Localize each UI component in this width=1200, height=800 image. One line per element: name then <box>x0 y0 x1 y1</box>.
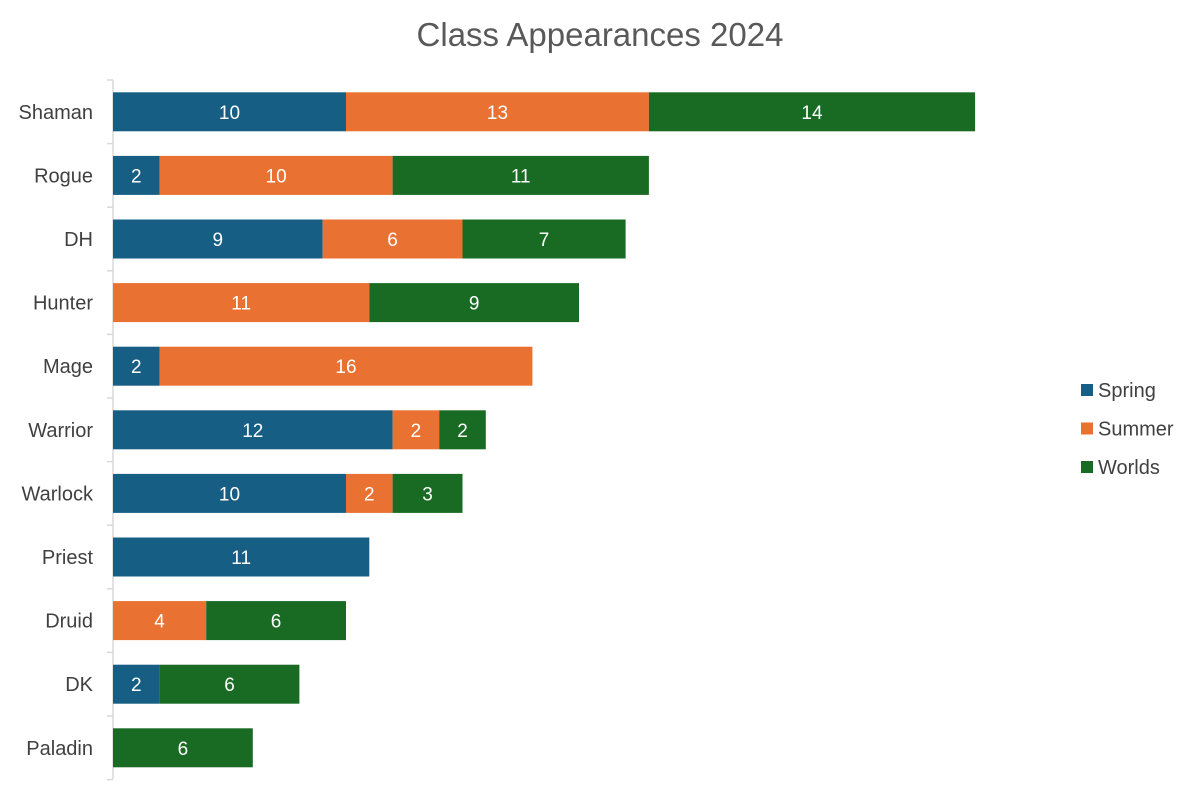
data-label-dk-spring: 2 <box>131 675 142 696</box>
bar-druid-worlds <box>206 601 346 641</box>
data-label-warlock-summer: 2 <box>364 484 375 505</box>
chart-title: Class Appearances 2024 <box>417 16 784 53</box>
category-label-paladin: Paladin <box>26 738 93 760</box>
bars-layer: 10 13 14 2 10 11 9 6 7 11 9 2 16 12 2 2 10 2 3 11 4 6 2 6 6 <box>113 92 976 768</box>
bar-paladin-worlds <box>113 728 253 768</box>
legend-swatch-summer <box>1081 422 1093 435</box>
bar-shaman-worlds <box>648 92 976 132</box>
category-label-dh: DH <box>64 229 93 251</box>
data-label-druid-summer: 4 <box>154 612 165 633</box>
category-label-mage: Mage <box>43 356 93 378</box>
data-label-shaman-summer: 13 <box>487 103 508 124</box>
bar-rogue-spring <box>113 155 160 195</box>
data-label-rogue-summer: 10 <box>266 166 287 187</box>
category-label-hunter: Hunter <box>33 293 93 315</box>
bar-mage-summer <box>159 346 533 386</box>
bar-priest-spring <box>113 537 370 577</box>
data-label-priest-spring: 11 <box>231 548 251 569</box>
category-label-dk: DK <box>65 674 93 696</box>
category-label-shaman: Shaman <box>19 102 94 124</box>
data-label-hunter-worlds: 9 <box>469 294 480 315</box>
data-label-mage-spring: 2 <box>131 357 142 378</box>
bar-hunter-worlds <box>369 283 579 323</box>
data-label-druid-worlds: 6 <box>271 612 282 633</box>
bar-rogue-worlds <box>392 155 649 195</box>
data-label-shaman-worlds: 14 <box>801 103 823 124</box>
bar-warrior-spring <box>113 410 393 450</box>
bar-dh-summer <box>322 219 463 259</box>
data-label-warrior-worlds: 2 <box>457 421 468 442</box>
data-label-dh-summer: 6 <box>387 230 398 251</box>
legend-swatch-spring <box>1081 384 1093 396</box>
data-label-dk-worlds: 6 <box>224 675 235 696</box>
bar-mage-spring <box>113 346 160 386</box>
category-label-priest: Priest <box>42 547 94 569</box>
data-label-mage-summer: 16 <box>335 357 356 378</box>
bar-warrior-summer <box>392 410 440 450</box>
bar-dh-worlds <box>462 219 626 259</box>
legend-label-spring: Spring <box>1098 380 1156 402</box>
bar-shaman-spring <box>113 92 346 132</box>
bar-dh-spring <box>113 219 323 259</box>
data-label-paladin-worlds: 6 <box>178 739 189 760</box>
legend-swatch-worlds <box>1081 461 1093 473</box>
category-label-warlock: Warlock <box>22 483 94 505</box>
bar-druid-summer <box>113 601 207 641</box>
data-label-rogue-worlds: 11 <box>511 166 531 187</box>
legend-label-summer: Summer <box>1098 419 1174 441</box>
legend: Spring Summer Worlds <box>1081 380 1174 479</box>
bar-hunter-summer <box>113 283 370 323</box>
bar-shaman-summer <box>346 92 649 132</box>
category-labels: Shaman Rogue DH Hunter Mage Warrior Warlock Pri… <box>19 79 113 781</box>
data-label-warrior-summer: 2 <box>411 421 422 442</box>
bar-warlock-summer <box>346 473 393 513</box>
bar-dk-worlds <box>159 664 300 704</box>
data-label-rogue-spring: 2 <box>131 166 142 187</box>
data-label-shaman-spring: 10 <box>219 103 240 124</box>
category-label-warrior: Warrior <box>28 420 93 442</box>
data-label-dh-spring: 9 <box>213 230 224 251</box>
bar-warlock-worlds <box>392 473 463 513</box>
legend-label-worlds: Worlds <box>1098 457 1160 479</box>
data-label-warrior-spring: 12 <box>242 421 263 442</box>
data-label-hunter-summer: 11 <box>231 294 251 315</box>
data-label-warlock-worlds: 3 <box>422 484 433 505</box>
category-label-rogue: Rogue <box>34 165 93 187</box>
bar-dk-spring <box>113 664 160 704</box>
data-label-dh-worlds: 7 <box>539 230 550 251</box>
category-label-druid: Druid <box>45 611 93 633</box>
data-label-warlock-spring: 10 <box>219 484 240 505</box>
bar-warlock-spring <box>113 473 346 513</box>
bar-rogue-summer <box>159 155 393 195</box>
bar-warrior-worlds <box>439 410 486 450</box>
